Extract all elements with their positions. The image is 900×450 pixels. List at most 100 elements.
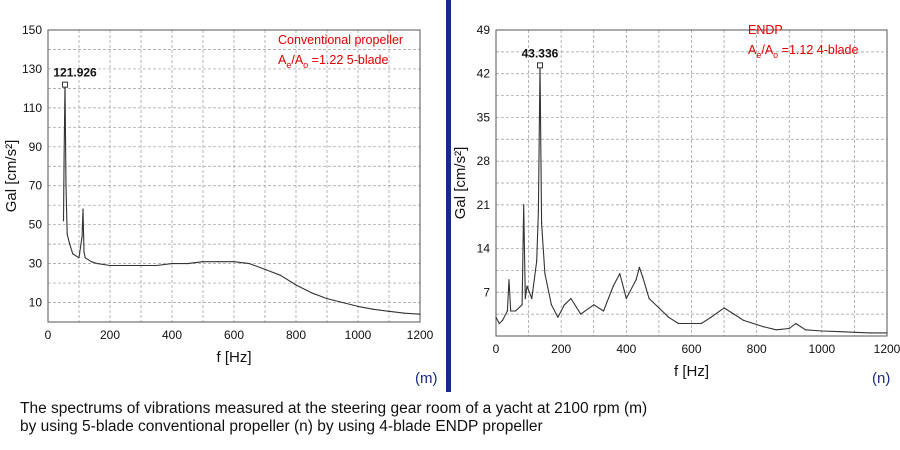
data-point: [536, 260, 538, 262]
x-tick-label: 0: [493, 342, 500, 356]
data-point: [124, 264, 127, 267]
data-point: [550, 304, 552, 306]
x-tick-label: 1000: [345, 328, 372, 342]
y-tick-label: 35: [477, 110, 491, 124]
panel-label: (m): [415, 370, 438, 387]
x-tick-label: 1000: [808, 342, 835, 356]
annotation-line-2-part: A: [748, 43, 757, 57]
data-point: [690, 322, 693, 325]
y-axis-label: Gal [cm/s²]: [3, 140, 20, 213]
data-point: [140, 264, 142, 267]
data-point: [97, 263, 99, 265]
data-point: [72, 253, 74, 255]
data-point: [295, 284, 297, 286]
data-point: [602, 310, 605, 312]
data-point: [743, 319, 745, 321]
y-tick-label: 110: [23, 101, 42, 115]
y-tick-label: 10: [29, 296, 43, 310]
annotation-line-2-part: o: [773, 50, 778, 60]
data-point: [775, 329, 777, 331]
plot-frame: [495, 29, 888, 337]
x-tick-label: 800: [286, 328, 306, 342]
data-point: [233, 261, 235, 263]
data-point: [510, 310, 512, 312]
data-point: [524, 297, 526, 300]
data-point: [341, 301, 344, 304]
y-tick-label: 70: [29, 179, 43, 193]
data-point: [619, 272, 621, 275]
panel-label: (n): [872, 370, 890, 387]
data-point: [700, 322, 702, 325]
data-point: [853, 331, 856, 333]
x-tick-label: 1200: [407, 328, 434, 342]
y-tick-label: 14: [477, 242, 491, 256]
data-point: [795, 322, 797, 325]
annotation-line-2-part: o: [303, 60, 308, 70]
data-point: [537, 210, 539, 212]
data-point: [762, 326, 764, 328]
data-point: [83, 251, 85, 253]
data-point: [82, 208, 84, 210]
data-point: [202, 261, 204, 263]
data-point: [837, 331, 839, 333]
data-point: [531, 297, 533, 300]
data-point: [109, 264, 111, 267]
data-point: [501, 319, 504, 321]
data-point: [563, 304, 566, 306]
data-point: [65, 185, 67, 187]
data-point: [403, 312, 406, 314]
data-point: [63, 155, 65, 158]
peak-label: 43.336: [522, 46, 559, 60]
y-tick-label: 30: [29, 257, 43, 271]
data-point: [514, 310, 517, 312]
y-tick-label: 90: [29, 140, 43, 154]
data-point: [788, 327, 790, 330]
data-point: [544, 272, 546, 275]
data-point: [357, 305, 359, 308]
panel-divider: [446, 0, 451, 392]
peak-label: 121.926: [53, 66, 97, 80]
x-tick-label: 200: [100, 328, 120, 342]
data-point: [710, 316, 712, 318]
data-point: [326, 298, 328, 300]
y-tick-label: 50: [29, 218, 43, 232]
annotation-line-2-part: =1.22 5-blade: [308, 53, 388, 67]
data-point: [155, 264, 158, 267]
data-point: [523, 204, 525, 206]
data-point: [310, 292, 313, 294]
data-point: [638, 266, 640, 268]
x-tick-label: 0: [45, 328, 52, 342]
data-point: [612, 285, 614, 287]
x-axis-label: f [Hz]: [674, 363, 709, 380]
data-point: [677, 322, 680, 325]
data-point: [171, 263, 173, 265]
data-point: [508, 279, 510, 281]
y-tick-label: 7: [483, 285, 490, 299]
annotation-line-2: Ae/Ao =1.12 4-blade: [748, 43, 859, 60]
data-point: [870, 332, 872, 334]
x-tick-label: 1200: [874, 342, 900, 356]
data-point: [81, 235, 83, 237]
data-point: [557, 316, 559, 318]
data-point: [821, 330, 823, 332]
data-point: [84, 257, 86, 259]
y-tick-label: 28: [477, 154, 491, 168]
chart-n: 0 200 400 600 800 1000 1200 7 14 21 28 35 42 49 f [Hz]…: [452, 23, 900, 387]
figure-caption: The spectrums of vibrations measured at …: [20, 400, 880, 436]
annotation-line-2-part: /A: [291, 53, 303, 67]
x-tick-label: 400: [162, 328, 182, 342]
caption-line-1: The spectrums of vibrations measured at …: [20, 400, 648, 417]
y-tick-label: 130: [22, 62, 42, 76]
annotation-line-1: Conventional propeller: [278, 33, 403, 47]
data-point: [642, 276, 644, 278]
x-axis-label: f [Hz]: [216, 349, 251, 366]
x-tick-label: 600: [224, 328, 244, 342]
data-point: [886, 332, 888, 334]
annotation-line-1: ENDP: [748, 23, 783, 37]
data-point: [62, 220, 65, 222]
data-point: [541, 222, 543, 225]
data-point: [668, 316, 670, 318]
data-point: [526, 285, 528, 287]
x-tick-label: 400: [616, 342, 636, 356]
